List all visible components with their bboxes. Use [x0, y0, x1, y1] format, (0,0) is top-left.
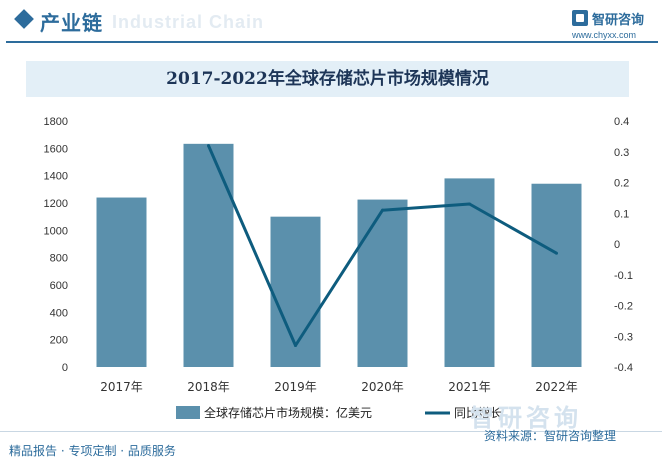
line-point	[555, 251, 558, 255]
left-tick-label: 1600	[44, 143, 68, 155]
x-tick-label: 2019年	[274, 380, 317, 394]
left-tick-label: 600	[50, 280, 68, 292]
section-ghost-title: Industrial Chain	[112, 12, 265, 32]
chart-title-band	[26, 61, 629, 97]
brand-logo: 智研咨询 www.chyxx.com	[572, 9, 662, 43]
left-tick-label: 1200	[44, 198, 68, 210]
legend-line-label: 同比增长	[454, 406, 502, 420]
left-tick-label: 800	[50, 253, 68, 265]
header-divider	[6, 41, 658, 43]
bar-series	[96, 143, 582, 367]
data-source: 资料来源：智研咨询整理	[484, 429, 617, 443]
line-point	[207, 144, 210, 148]
x-axis: 2017年 2018年 2019年 2020年 2021年 2022年	[100, 380, 578, 394]
header: 产业链 Industrial Chain	[0, 0, 662, 43]
right-tick-label: -0.1	[614, 270, 633, 282]
left-tick-label: 1000	[44, 225, 68, 237]
x-tick-label: 2021年	[448, 380, 491, 394]
legend-bar-label: 全球存储芯片市场规模：亿美元	[204, 405, 372, 420]
right-tick-label: -0.4	[614, 362, 633, 374]
chart-title: 2017-2022年全球存储芯片市场规模情况	[166, 69, 489, 89]
x-tick-label: 2017年	[100, 380, 143, 394]
legend-bar-swatch	[176, 406, 200, 419]
logo-icon	[572, 10, 588, 26]
line-point	[381, 208, 384, 212]
left-tick-label: 400	[50, 307, 68, 319]
line-series	[207, 144, 558, 347]
logo-url: www.chyxx.com	[572, 30, 637, 40]
bar	[444, 178, 495, 367]
watermark: 智研咨询	[470, 404, 582, 432]
line-point	[294, 343, 297, 347]
right-tick-label: 0	[614, 239, 620, 251]
right-axis: -0.4 -0.3 -0.2 -0.1 0 0.1 0.2 0.3 0.4	[614, 116, 633, 374]
footer-divider	[0, 431, 662, 432]
section-title: 产业链	[40, 11, 103, 35]
left-tick-label: 0	[62, 362, 68, 374]
x-tick-label: 2018年	[187, 380, 230, 394]
x-tick-label: 2022年	[535, 380, 578, 394]
legend: 全球存储芯片市场规模：亿美元 同比增长	[176, 405, 502, 420]
bar	[531, 183, 582, 367]
left-tick-label: 1800	[44, 116, 68, 128]
right-tick-label: 0.1	[614, 208, 629, 220]
line-point	[468, 202, 471, 206]
left-axis: 0 200 400 600 800 1000 1200 1400 1600 1800	[44, 116, 68, 374]
x-tick-label: 2020年	[361, 380, 404, 394]
bar	[183, 143, 234, 367]
left-tick-label: 1400	[44, 171, 68, 183]
right-tick-label: 0.4	[614, 116, 629, 128]
bar	[96, 197, 147, 367]
right-tick-label: 0.2	[614, 178, 629, 190]
right-tick-label: -0.2	[614, 301, 633, 313]
right-tick-label: 0.3	[614, 147, 629, 159]
right-tick-label: -0.3	[614, 331, 633, 343]
logo-name: 智研咨询	[592, 13, 645, 28]
footer-slogan: 精品报告 · 专项定制 · 品质服务	[9, 444, 176, 458]
bar	[357, 199, 408, 367]
left-tick-label: 200	[50, 335, 68, 347]
